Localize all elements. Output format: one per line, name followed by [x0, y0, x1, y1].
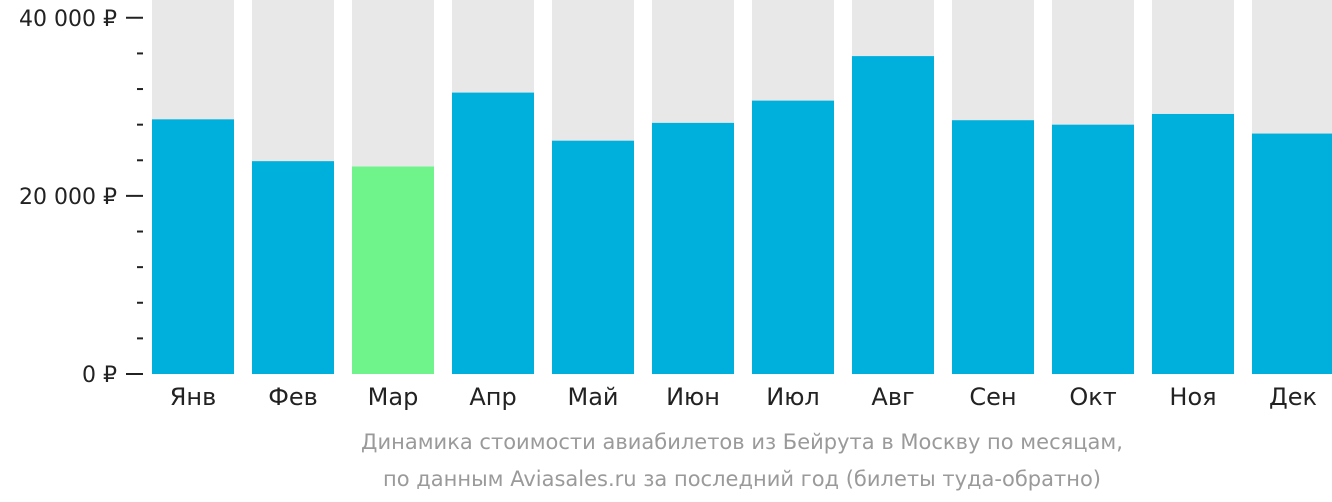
x-tick-label: Апр [469, 383, 516, 411]
x-tick-label: Мар [368, 383, 419, 411]
x-axis-labels: Янв Фев Мар Апр Май Июн Июл Авг Сен Окт Ноя Дек [170, 383, 1317, 411]
bar-4[interactable] [452, 92, 534, 374]
x-tick-label: Фев [268, 383, 318, 411]
x-tick-label: Окт [1069, 383, 1116, 411]
x-tick-label: Ноя [1169, 383, 1216, 411]
price-bar-chart: 0 ₽ 20 000 ₽ 40 000 ₽ Янв Фев Мар Апр Май Июн Ию… [19, 0, 1332, 411]
x-tick-label: Дек [1269, 383, 1317, 411]
bar-5[interactable] [552, 140, 634, 374]
bar-2[interactable] [252, 161, 334, 374]
x-tick-label: Авг [871, 383, 914, 411]
chart-caption-line-1: Динамика стоимости авиабилетов из Бейрут… [361, 430, 1123, 454]
bar-3[interactable] [352, 166, 434, 374]
bar-10[interactable] [1052, 124, 1134, 375]
data-bars [152, 56, 1332, 375]
bar-8[interactable] [852, 56, 934, 374]
x-tick-label: Июл [766, 383, 820, 411]
x-tick-label: Май [567, 383, 618, 411]
y-tick-label: 0 ₽ [82, 363, 117, 388]
y-tick-label: 20 000 ₽ [19, 185, 117, 210]
bar-7[interactable] [752, 100, 834, 374]
x-tick-label: Июн [666, 383, 720, 411]
x-tick-label: Сен [969, 383, 1016, 411]
x-tick-label: Янв [170, 383, 217, 411]
chart-caption-line-2: по данным Aviasales.ru за последний год … [383, 467, 1101, 491]
bar-1[interactable] [152, 119, 234, 374]
y-axis: 0 ₽ 20 000 ₽ 40 000 ₽ [19, 7, 143, 388]
bar-12[interactable] [1252, 133, 1332, 374]
bar-9[interactable] [952, 120, 1034, 374]
bar-6[interactable] [652, 122, 734, 374]
y-tick-label: 40 000 ₽ [19, 7, 117, 32]
bar-11[interactable] [1152, 113, 1234, 374]
